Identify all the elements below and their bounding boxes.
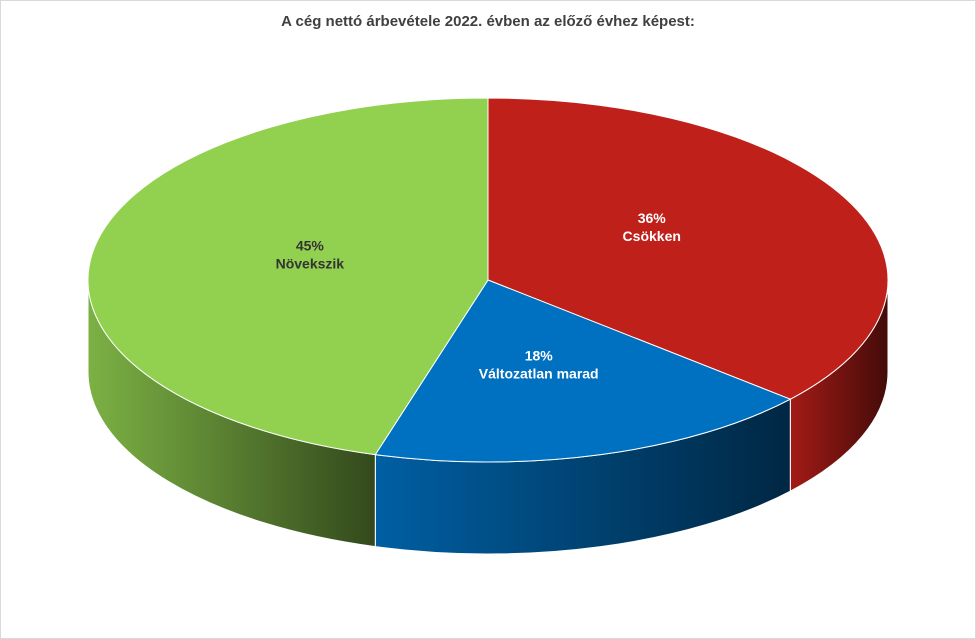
- data-label-category: Változatlan marad: [479, 366, 599, 382]
- data-label-category: Csökken: [623, 228, 681, 244]
- data-label-value: 18%: [525, 348, 554, 364]
- data-label-category: Növekszik: [276, 255, 345, 271]
- slice: [87, 97, 489, 456]
- chart-title: A cég nettó árbevétele 2022. évben az el…: [281, 13, 695, 30]
- data-label-value: 36%: [638, 210, 667, 226]
- slice: [374, 279, 792, 463]
- data-label-value: 45%: [296, 237, 325, 253]
- slice: [487, 97, 889, 400]
